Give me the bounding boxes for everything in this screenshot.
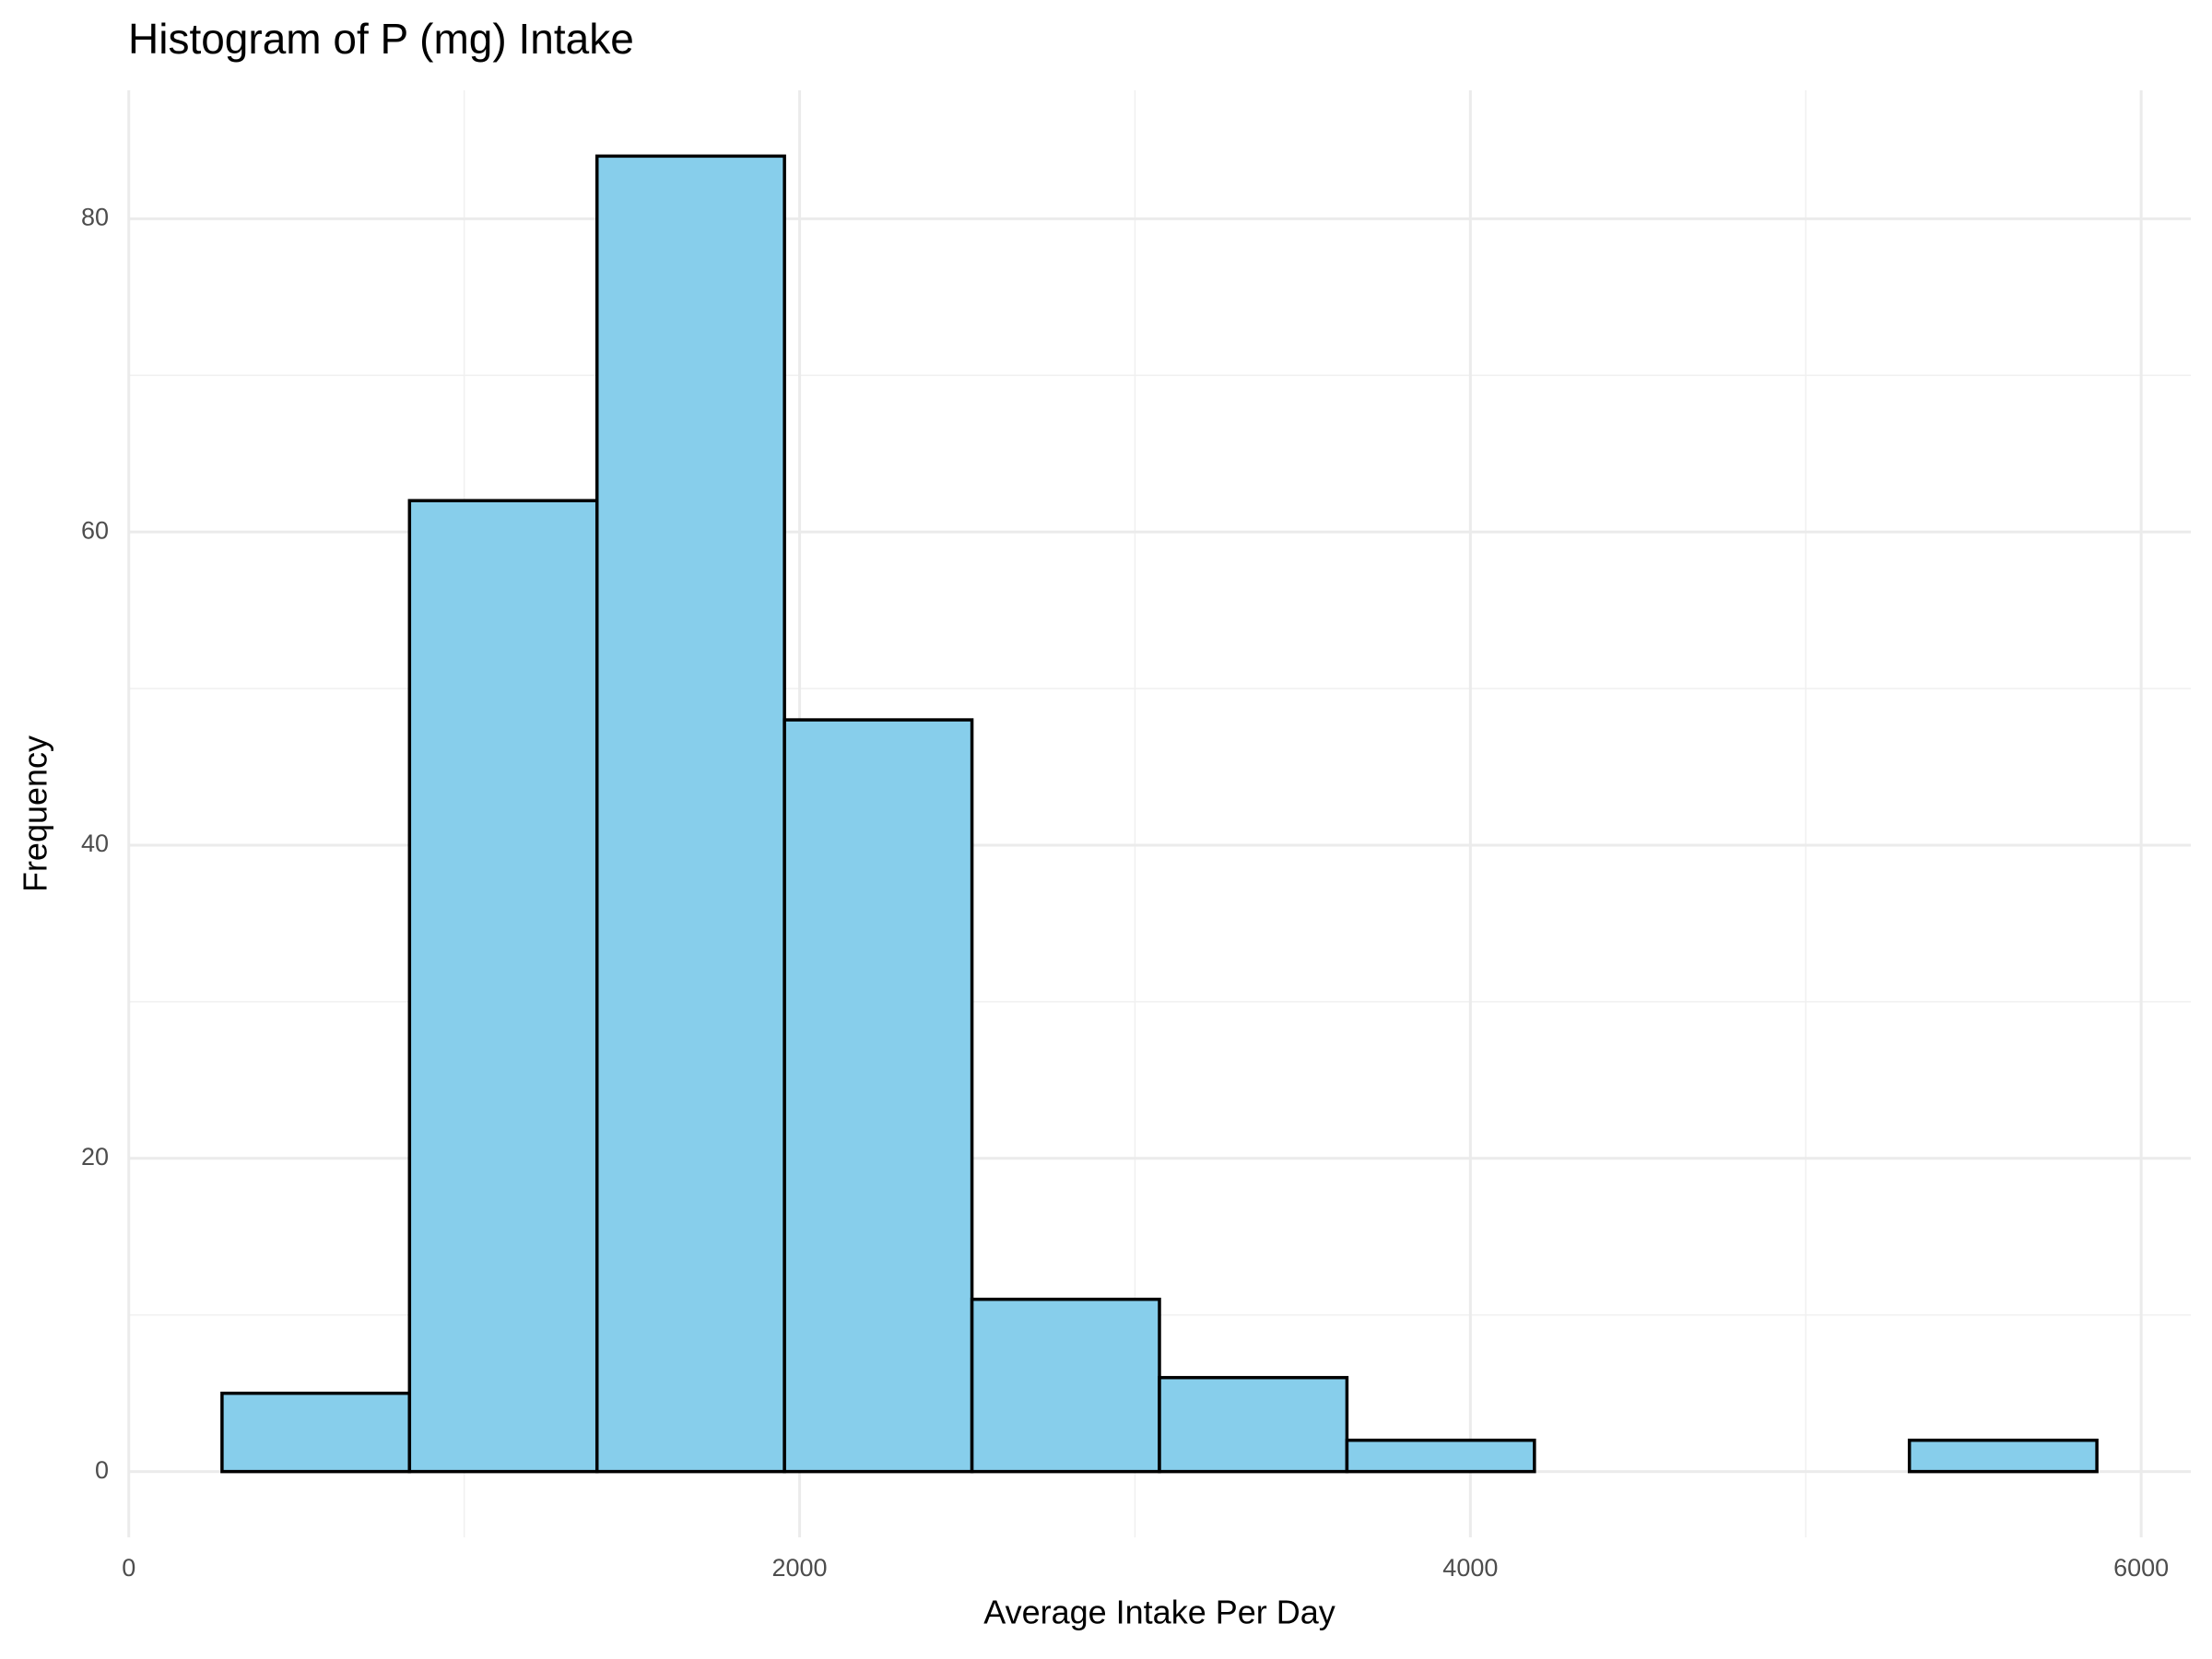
y-tick-label: 80 (81, 203, 109, 230)
bar (220, 1391, 412, 1474)
bar (1907, 1438, 2099, 1474)
y-axis-title: Frequency (17, 735, 54, 892)
bar (782, 718, 974, 1474)
x-tick-label: 2000 (771, 1554, 827, 1582)
y-tick-label: 60 (81, 516, 109, 544)
chart-title: Histogram of P (mg) Intake (128, 15, 634, 63)
x-axis-title: Average Intake Per Day (983, 1594, 1335, 1631)
bar (1345, 1438, 1536, 1474)
x-tick-label: 0 (122, 1554, 135, 1582)
x-tick-label: 4000 (1442, 1554, 1498, 1582)
bar (407, 499, 599, 1474)
y-tick-label: 20 (81, 1143, 109, 1171)
bar (1158, 1375, 1349, 1474)
x-tick-label: 6000 (2113, 1554, 2169, 1582)
bars (220, 154, 2099, 1474)
y-tick-label: 40 (81, 830, 109, 857)
grid (127, 90, 2191, 1537)
y-tick-label: 0 (95, 1456, 109, 1484)
bar (594, 154, 786, 1474)
bar (970, 1297, 1161, 1474)
